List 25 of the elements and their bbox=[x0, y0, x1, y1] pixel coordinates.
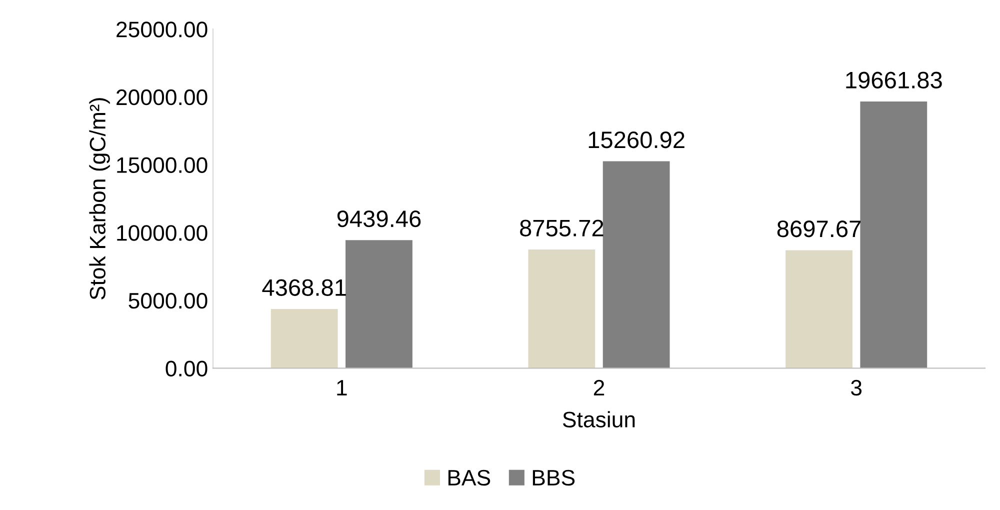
bar bbox=[860, 101, 928, 368]
x-tick-label: 1 bbox=[337, 380, 347, 396]
legend-label: BBS bbox=[532, 470, 575, 486]
data-label: 8697.67 bbox=[777, 220, 861, 238]
data-label: 4368.81 bbox=[262, 279, 346, 296]
y-tick-label: 25000.00 bbox=[116, 22, 208, 38]
data-label: 19661.83 bbox=[846, 72, 942, 88]
bar bbox=[786, 250, 852, 368]
y-axis-title: Stok Karbon (gC/m²) bbox=[89, 98, 110, 300]
data-label: 8755.72 bbox=[520, 220, 604, 236]
legend-label: BAS bbox=[448, 470, 490, 486]
y-tick-label: 5000.00 bbox=[128, 292, 208, 309]
bar bbox=[528, 249, 596, 368]
x-tick-label: 2 bbox=[594, 380, 604, 396]
data-label: 9439.46 bbox=[337, 210, 421, 228]
bar bbox=[346, 240, 412, 368]
y-tick-label: 0.00 bbox=[166, 360, 208, 376]
bar bbox=[270, 308, 338, 368]
bar bbox=[602, 161, 670, 368]
data-label: 15260.92 bbox=[588, 131, 684, 148]
y-tick-label: 10000.00 bbox=[117, 225, 208, 241]
y-tick-label: 20000.00 bbox=[116, 89, 208, 106]
y-tick-label: 15000.00 bbox=[117, 157, 208, 173]
x-tick-label: 3 bbox=[851, 380, 862, 396]
x-axis-title: Stasiun bbox=[562, 411, 635, 428]
